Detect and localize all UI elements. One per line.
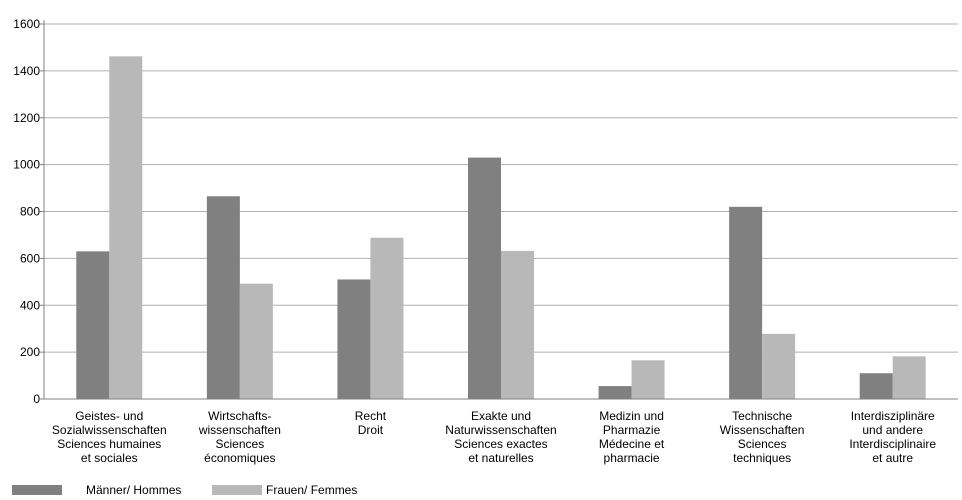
x-axis-labels: Geistes- und Sozialwissenschaften Sciences… [52, 409, 936, 465]
bar-frauen [109, 56, 143, 399]
bar-frauen [370, 237, 404, 399]
x-category-label-line: Medizin und [599, 409, 664, 423]
y-tick-label: 1600 [13, 17, 40, 31]
x-category-label-line: Wissenschaften [720, 423, 805, 437]
x-category-label-line: pharmacie [604, 451, 660, 465]
x-category-label-line: Sciences [738, 437, 787, 451]
bar-frauen [762, 333, 796, 399]
x-category-label-line: Droit [358, 423, 384, 437]
bar-maenner [859, 373, 893, 399]
x-category-label: Technische Wissenschaften Sciences techniqu… [720, 409, 805, 465]
bar-maenner [337, 279, 371, 399]
y-tick-label: 1000 [13, 158, 40, 172]
x-category-label-line: Sciences exactes [454, 437, 547, 451]
x-category-label-line: und andere [862, 423, 923, 437]
x-category-label-line: Recht [355, 409, 387, 423]
x-category-label-line: Geistes- und [75, 409, 143, 423]
x-category-label-line: économiques [204, 451, 275, 465]
x-category-label-line: techniques [733, 451, 791, 465]
x-category-label: Recht Droit [355, 409, 387, 437]
legend-swatch [12, 485, 62, 495]
y-tick-label: 800 [20, 205, 40, 219]
bar-frauen [239, 283, 273, 399]
x-category-label-line: et autre [872, 451, 913, 465]
bar-maenner [729, 206, 763, 399]
y-tick-label: 0 [33, 392, 40, 406]
bar-frauen [892, 356, 926, 399]
y-tick-label: 400 [20, 298, 40, 312]
y-tick-label: 1200 [13, 111, 40, 125]
x-category-label: Wirtschafts-wissenschaften Sciences économ… [198, 409, 281, 465]
x-category-label-line: Pharmazie [603, 423, 661, 437]
x-category-label-line: Sciences humaines [57, 437, 161, 451]
x-category-label-line: Naturwissenschaften [445, 423, 556, 437]
x-category-label-line: et naturelles [468, 451, 533, 465]
x-category-label: Geistes- und Sozialwissenschaften Sciences… [52, 409, 167, 465]
axes [43, 20, 958, 400]
bar-maenner [598, 386, 632, 399]
x-category-label-line: Exakte und [471, 409, 531, 423]
y-tick-label: 1400 [13, 64, 40, 78]
x-category-label-line: Wirtschafts- [208, 409, 271, 423]
y-tick-label: 600 [20, 251, 40, 265]
bars [76, 56, 926, 399]
bar-maenner [468, 157, 501, 399]
bar-maenner [76, 251, 110, 399]
legend-label: Frauen/ Femmes [266, 483, 357, 497]
x-category-label-line: et sociales [81, 451, 138, 465]
x-category-label-line: Médecine et [599, 437, 665, 451]
bar-frauen [501, 250, 534, 399]
x-category-label-line: wissenschaften [198, 423, 281, 437]
x-category-label: Interdisziplinäre und andere Interdiscipli… [849, 409, 936, 465]
legend: Männer/ Hommes Frauen/ Femmes [12, 483, 357, 497]
legend-swatch [212, 485, 262, 495]
x-category-label: Exakte und Naturwissenschaften Sciences ex… [445, 409, 556, 465]
bar-maenner [206, 196, 240, 399]
x-category-label-line: Sciences [216, 437, 265, 451]
x-category-label: Medizin und Pharmazie Médecine et pharmacie [599, 409, 665, 465]
x-category-label-line: Technische [732, 409, 792, 423]
x-category-label-line: Sozialwissenschaften [52, 423, 167, 437]
legend-label: Männer/ Hommes [86, 483, 181, 497]
x-category-label-line: Interdisziplinäre [851, 409, 935, 423]
y-tick-label: 200 [20, 345, 40, 359]
y-axis-ticks: 0 200 400 600 800 1000 1200 1400 1600 [13, 17, 44, 406]
bar-frauen [631, 360, 665, 399]
x-category-label-line: Interdisciplinaire [849, 437, 936, 451]
